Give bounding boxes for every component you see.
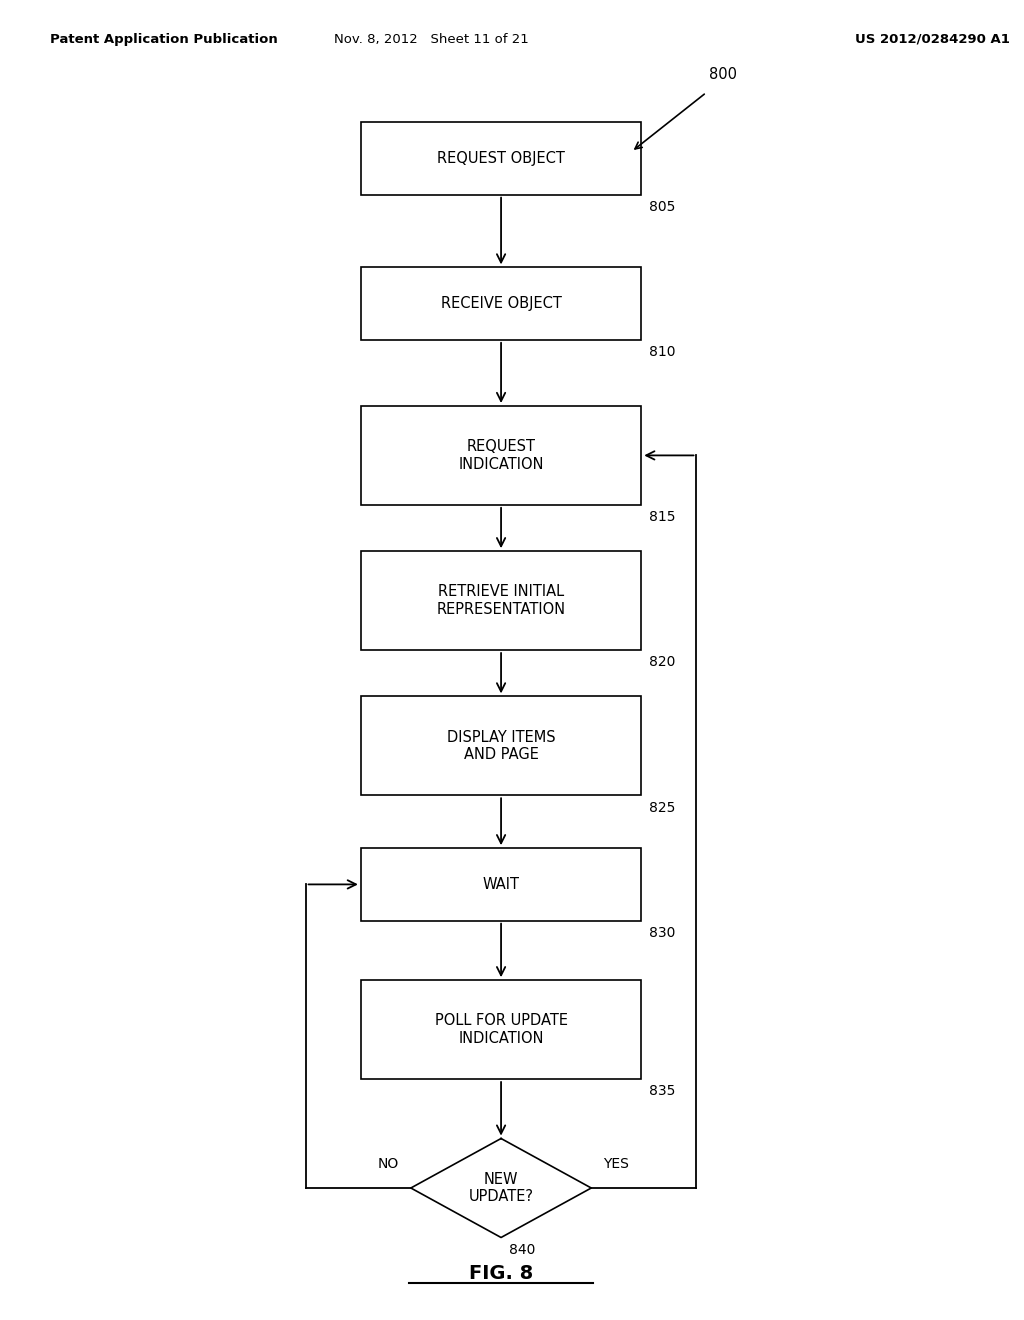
Text: 810: 810 (649, 345, 676, 359)
Text: REQUEST
INDICATION: REQUEST INDICATION (459, 440, 544, 471)
Text: NEW
UPDATE?: NEW UPDATE? (469, 1172, 534, 1204)
Text: POLL FOR UPDATE
INDICATION: POLL FOR UPDATE INDICATION (434, 1014, 567, 1045)
Text: US 2012/0284290 A1: US 2012/0284290 A1 (855, 33, 1010, 46)
Text: Patent Application Publication: Patent Application Publication (50, 33, 278, 46)
Text: DISPLAY ITEMS
AND PAGE: DISPLAY ITEMS AND PAGE (446, 730, 555, 762)
FancyBboxPatch shape (360, 121, 641, 195)
FancyBboxPatch shape (360, 407, 641, 504)
FancyBboxPatch shape (360, 849, 641, 921)
Text: YES: YES (603, 1156, 629, 1171)
Text: 835: 835 (649, 1085, 676, 1098)
FancyBboxPatch shape (360, 552, 641, 649)
Text: 840: 840 (509, 1243, 536, 1257)
Text: 825: 825 (649, 800, 676, 814)
FancyBboxPatch shape (360, 697, 641, 795)
Text: 830: 830 (649, 927, 676, 940)
FancyBboxPatch shape (360, 979, 641, 1080)
Text: REQUEST OBJECT: REQUEST OBJECT (437, 150, 565, 166)
Text: RECEIVE OBJECT: RECEIVE OBJECT (440, 296, 561, 312)
Text: NO: NO (378, 1156, 398, 1171)
Text: 805: 805 (649, 199, 676, 214)
Text: 820: 820 (649, 655, 676, 669)
Text: FIG. 8: FIG. 8 (469, 1265, 534, 1283)
Text: RETRIEVE INITIAL
REPRESENTATION: RETRIEVE INITIAL REPRESENTATION (436, 585, 565, 616)
Text: 815: 815 (649, 510, 676, 524)
Text: WAIT: WAIT (482, 876, 519, 892)
Polygon shape (411, 1138, 591, 1238)
FancyBboxPatch shape (360, 267, 641, 339)
Text: 800: 800 (710, 67, 737, 82)
Text: Nov. 8, 2012   Sheet 11 of 21: Nov. 8, 2012 Sheet 11 of 21 (334, 33, 528, 46)
